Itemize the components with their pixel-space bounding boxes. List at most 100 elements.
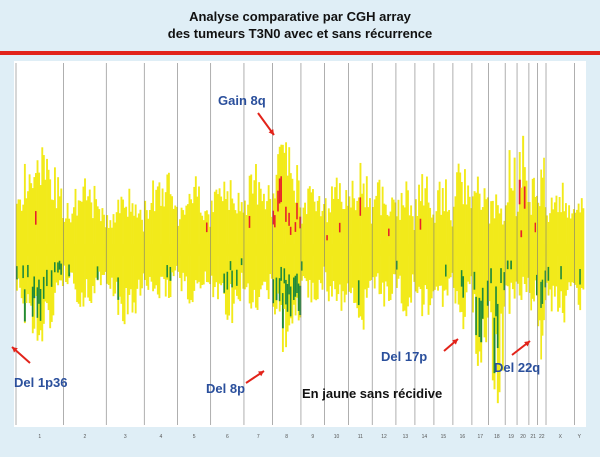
loss-bar-chrX xyxy=(558,250,561,308)
gain-bar-chr22 xyxy=(538,206,541,250)
loss-bar-chr9 xyxy=(312,250,314,283)
gain-bar-chr1 xyxy=(57,177,60,250)
gain-bar-chr16 xyxy=(457,163,460,250)
gain-bar-chr2 xyxy=(74,188,77,250)
gain-bar-chr17 xyxy=(486,197,489,250)
gain-bar-chr1 xyxy=(25,198,28,250)
baseline-band-chr2 xyxy=(63,244,107,256)
loss-bar-chr13 xyxy=(410,250,413,303)
gain-bar-chr11 xyxy=(365,176,368,250)
gain-bar-chr3 xyxy=(107,227,110,250)
gain-bar-chr4 xyxy=(155,189,158,250)
loss-bar-chr20 xyxy=(523,250,526,285)
gain-bar-chr15 xyxy=(448,209,451,250)
gain-bar-chr3 xyxy=(126,216,129,250)
loss-bar-chr2 xyxy=(93,250,96,294)
gain-bar-chr3 xyxy=(128,188,131,250)
gain-bar-chr21 xyxy=(533,177,535,250)
gain-bar-chr7 xyxy=(247,204,250,250)
loss-bar-chr14 xyxy=(427,250,430,315)
recurrence-loss-chr1 xyxy=(60,263,63,275)
gain-bar-chr21 xyxy=(530,214,533,250)
gain-bar-chr3 xyxy=(123,207,126,250)
gain-bar-chr15 xyxy=(440,214,443,250)
recurrence-loss-chr8 xyxy=(289,286,292,317)
recurrence-loss-chr3 xyxy=(117,277,120,300)
recurrence-loss-chr22 xyxy=(544,270,547,288)
loss-bar-chr15 xyxy=(435,250,438,287)
gain-bar-chr11 xyxy=(348,196,351,250)
loss-bar-chrX xyxy=(561,250,564,313)
x-tick-9: 9 xyxy=(311,434,314,440)
recurrence-loss-chr21 xyxy=(536,274,538,296)
loss-bar-chr16 xyxy=(470,250,473,277)
loss-bar-chr7 xyxy=(262,250,265,282)
loss-bar-chr4 xyxy=(174,250,177,271)
gain-bar-chr18 xyxy=(500,208,503,250)
loss-bar-chr14 xyxy=(424,250,427,286)
x-tick-21: 21 xyxy=(530,434,536,440)
loss-bar-chr9 xyxy=(323,250,325,267)
gain-bar-chr20 xyxy=(527,201,530,250)
gain-bar-chr18 xyxy=(501,224,504,250)
loss-bar-chr7 xyxy=(259,250,262,290)
gain-bar-chr1 xyxy=(46,158,48,250)
loss-bar-chr9 xyxy=(315,250,318,301)
loss-bar-chr1 xyxy=(30,250,33,306)
loss-bar-chr9 xyxy=(310,250,313,303)
loss-bar-chr12 xyxy=(373,250,376,289)
recurrence-loss-chr1 xyxy=(23,289,26,322)
loss-bar-chr15 xyxy=(451,250,454,273)
loss-bar-chr12 xyxy=(392,250,395,275)
loss-bar-chr12 xyxy=(376,250,379,274)
gain-bar-chr5 xyxy=(207,214,210,250)
loss-bar-chr1 xyxy=(61,250,64,287)
loss-bar-chr6 xyxy=(217,250,219,300)
gain-bar-chr2 xyxy=(76,215,79,250)
gain-bar-chr3 xyxy=(134,204,137,250)
loss-bar-chr4 xyxy=(150,250,153,282)
gain-bar-chr13 xyxy=(410,205,413,250)
gain-bar-chr5 xyxy=(193,186,196,250)
recurrence-loss-chr8 xyxy=(285,279,287,305)
recurrence-loss-chr6 xyxy=(226,271,229,290)
loss-bar-chr15 xyxy=(437,250,439,291)
loss-bar-chr11 xyxy=(348,250,351,292)
loss-bar-chr20 xyxy=(518,250,521,296)
gain-bar-chr16 xyxy=(459,172,462,250)
x-tick-20: 20 xyxy=(520,434,526,440)
loss-bar-chr12 xyxy=(388,250,390,301)
loss-bar-chr8 xyxy=(277,250,280,294)
gain-bar-chr1 xyxy=(60,188,63,250)
gain-bar-chr2 xyxy=(101,208,104,250)
gain-bar-chr7 xyxy=(243,200,246,250)
loss-bar-chr6 xyxy=(232,250,235,304)
recurrence-loss-chr6 xyxy=(229,261,232,271)
recurrence-loss-chr2 xyxy=(96,266,99,280)
loss-bar-chr10 xyxy=(338,250,341,285)
gain-bar-chr1 xyxy=(44,179,47,250)
loss-bar-chr3 xyxy=(118,250,121,297)
gain-bar-chrX xyxy=(552,209,555,250)
x-tick-10: 10 xyxy=(334,434,340,440)
recurrence-loss-chr1 xyxy=(46,269,48,287)
gain-bar-chrX xyxy=(563,211,566,250)
gain-bar-chr6 xyxy=(212,212,215,250)
gain-bar-chrX xyxy=(558,197,561,250)
gain-bar-chr8 xyxy=(286,175,289,250)
gain-bar-chr5 xyxy=(180,207,183,250)
recurrence-loss-chr6 xyxy=(223,273,226,293)
annotation-gain8q: Gain 8q xyxy=(218,93,266,108)
loss-bar-chr1 xyxy=(19,250,22,288)
loss-bar-chrX xyxy=(555,250,558,287)
gain-bar-chr6 xyxy=(229,180,232,250)
recurrence-loss-chr1 xyxy=(16,266,18,280)
loss-bar-chr9 xyxy=(316,250,319,300)
gain-bar-chr8 xyxy=(288,147,291,250)
loss-bar-chr10 xyxy=(329,250,332,287)
loss-bar-chr13 xyxy=(408,250,411,298)
gain-bar-chr14 xyxy=(418,184,420,250)
loss-bar-chrX xyxy=(546,250,548,283)
loss-bar-chr3 xyxy=(122,250,124,322)
gain-bar-chrY xyxy=(582,208,585,250)
